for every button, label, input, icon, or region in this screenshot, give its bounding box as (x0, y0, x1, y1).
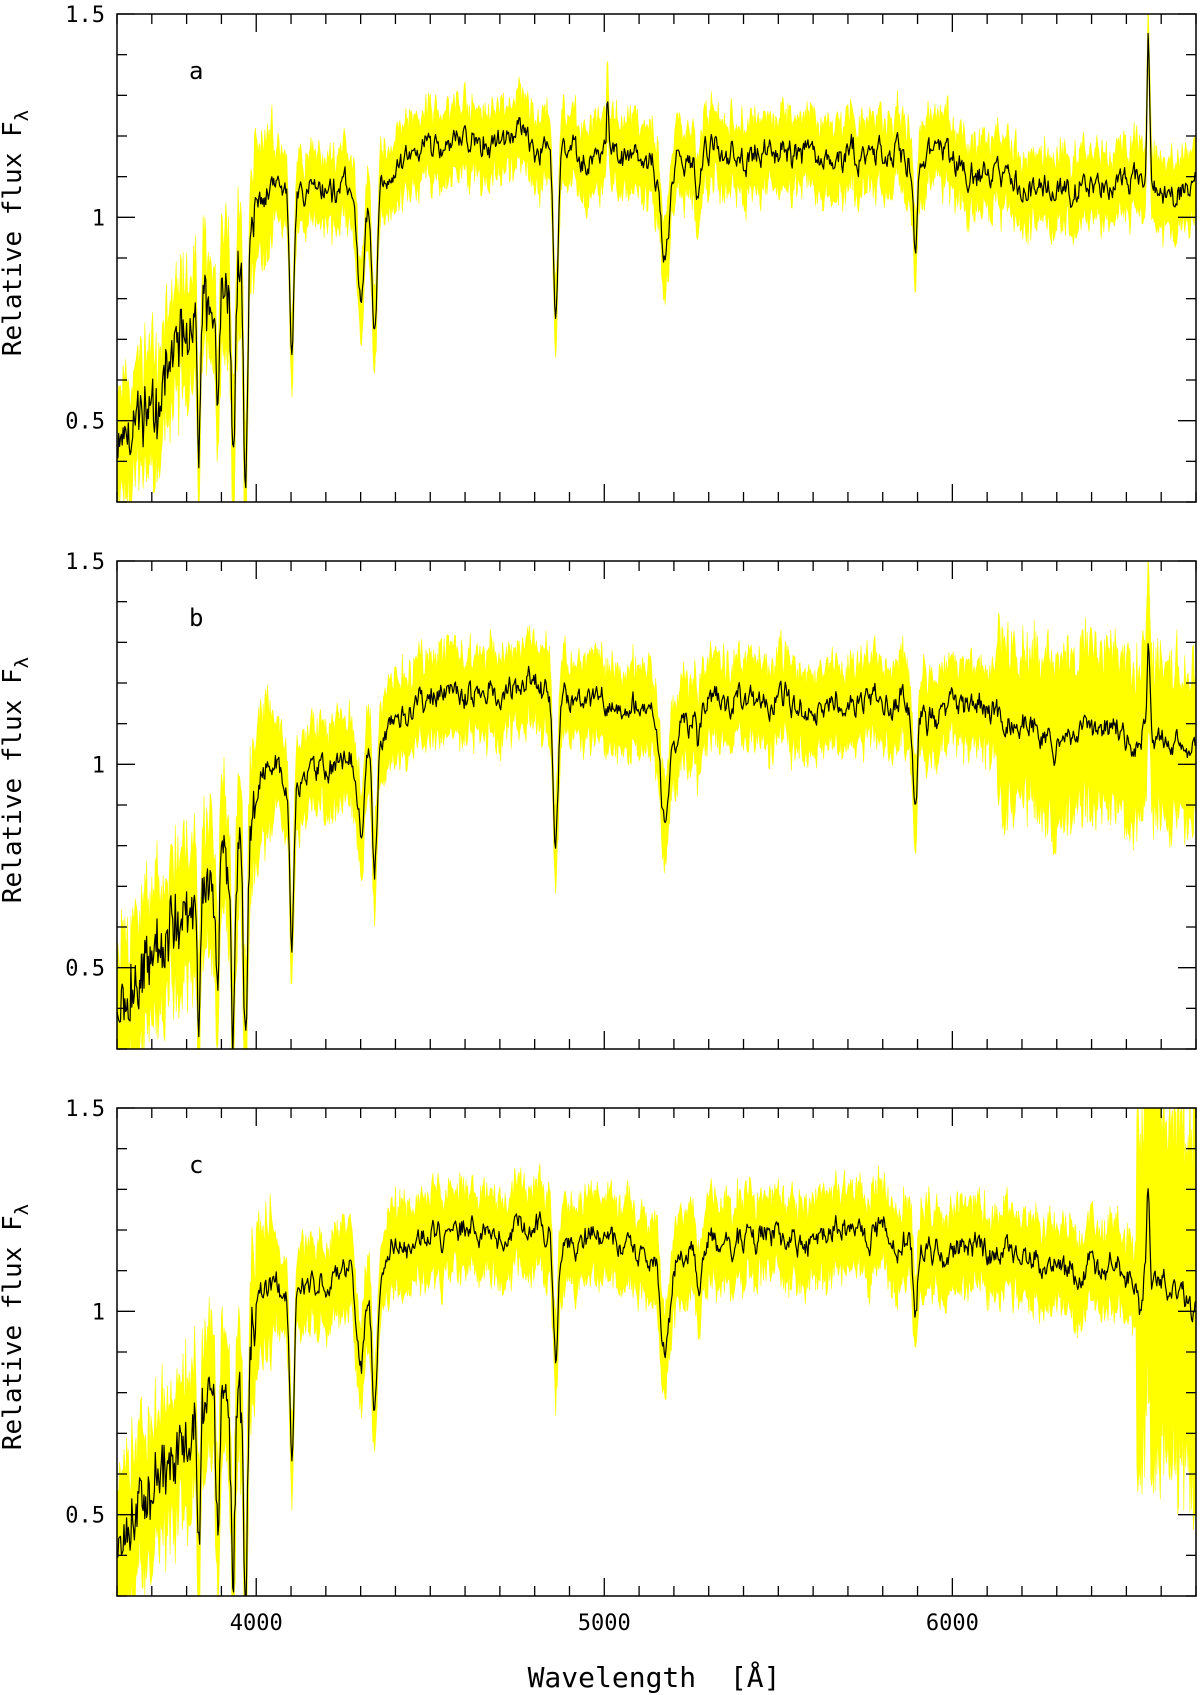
error-band (117, 14, 1196, 502)
error-band-layer (117, 1108, 1196, 1596)
spectrum-line (117, 643, 1196, 1049)
error-band (117, 561, 1196, 1049)
panel-label: b (189, 604, 203, 632)
y-axis-label-subscript: λ (11, 1204, 33, 1215)
y-axis-label-text: Relative flux F (0, 668, 28, 903)
x-tick-label: 5000 (578, 1611, 631, 1636)
x-tick-label: 6000 (926, 1611, 979, 1636)
spectrum-line-layer (117, 32, 1196, 489)
y-tick-label: 0.5 (65, 410, 105, 435)
spectrum-line (117, 32, 1196, 489)
tick-layer: 0.5 1 1.5 (65, 3, 1197, 503)
y-axis-label-text: Relative flux F (0, 121, 28, 356)
panel-label: a (189, 57, 203, 85)
y-tick-label: 1.5 (65, 3, 105, 28)
y-axis-label-subscript: λ (11, 110, 33, 121)
y-axis-label: Relative flux Fλ (0, 1204, 33, 1450)
y-axis-label-subscript: λ (11, 657, 33, 668)
error-band-layer (117, 561, 1196, 1049)
error-band (117, 1108, 1196, 1596)
y-tick-label: 1 (92, 1300, 105, 1325)
y-axis-label: Relative flux Fλ (0, 657, 33, 903)
y-tick-label: 0.5 (65, 1504, 105, 1529)
spectrum-line-layer (117, 643, 1196, 1049)
panel-c: 0.5 1 1.5 4000 5000 6000 c Relative flux Fλ (0, 1097, 1197, 1636)
y-axis-label: Relative flux Fλ (0, 110, 33, 356)
y-tick-label: 0.5 (65, 957, 105, 982)
panel-label: c (189, 1151, 203, 1179)
x-tick-label: 4000 (230, 1611, 283, 1636)
y-tick-label: 1 (92, 753, 105, 778)
y-tick-label: 1 (92, 206, 105, 231)
tick-layer: 0.5 1 1.5 4000 5000 6000 (65, 1097, 1197, 1636)
panel-a: 0.5 1 1.5 a Relative flux Fλ (0, 3, 1197, 503)
tick-layer: 0.5 1 1.5 (65, 550, 1197, 1050)
plot-frame (116, 1107, 1197, 1597)
y-axis-label-text: Relative flux F (0, 1215, 28, 1450)
x-axis-label: Wavelength [Å] (528, 1660, 781, 1694)
y-tick-label: 1.5 (65, 1097, 105, 1122)
plot-frame (116, 13, 1197, 503)
error-band-layer (117, 14, 1196, 502)
y-tick-label: 1.5 (65, 550, 105, 575)
spectrum-line (117, 1188, 1196, 1596)
spectrum-line-layer (117, 1188, 1196, 1596)
panel-b: 0.5 1 1.5 b Relative flux Fλ (0, 550, 1197, 1050)
